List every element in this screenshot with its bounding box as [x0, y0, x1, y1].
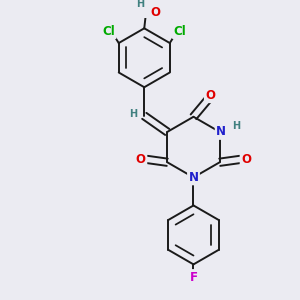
Text: O: O: [136, 153, 146, 166]
Text: N: N: [188, 171, 199, 184]
Text: Cl: Cl: [173, 25, 186, 38]
Text: H: H: [130, 110, 138, 119]
Text: O: O: [151, 6, 160, 20]
Text: F: F: [190, 271, 197, 284]
Text: H: H: [232, 121, 241, 131]
Text: O: O: [241, 153, 251, 166]
Text: O: O: [205, 89, 215, 102]
Text: H: H: [136, 0, 145, 9]
Text: N: N: [216, 125, 226, 138]
Text: Cl: Cl: [103, 25, 115, 38]
